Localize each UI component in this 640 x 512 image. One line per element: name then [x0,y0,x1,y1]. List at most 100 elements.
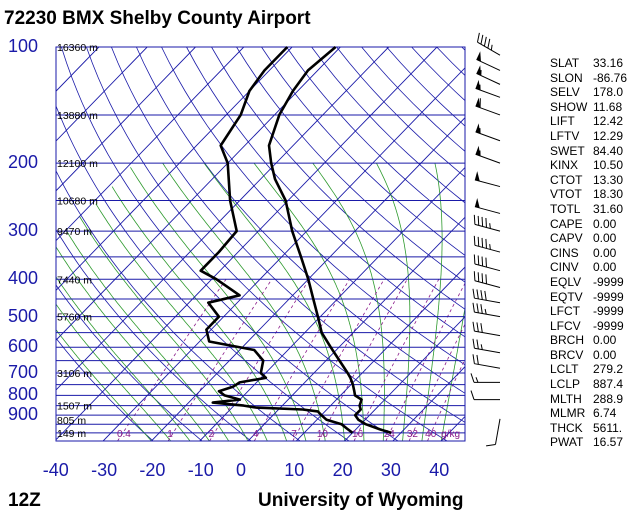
stat-key: MLMR [550,406,586,421]
stat-value: 11.68 [593,99,623,114]
stat-key: LCLP [550,377,581,392]
isotherm [247,216,465,441]
stat-key: SELV [550,85,580,100]
moist-adiabat [79,216,249,441]
mixing-ratio-label: 1 [167,429,173,440]
stat-row: SLAT 33.16 [550,56,636,71]
stat-row: CAPV 0.00 [550,231,636,246]
wind-barb-feather [480,290,483,300]
wind-barb-feather [470,390,475,400]
stat-key: KINX [550,158,579,173]
temperature-tick-label: 10 [284,460,305,480]
sounding-indices-table: SLAT 33.16 SLON -86.76 SELV 178.0 SHOW 11.68 LIF… [550,56,636,450]
wind-barb-staff [474,244,501,253]
wind-barb [472,321,501,337]
pressure-tick-label: 600 [8,336,39,357]
stat-key: BRCH [550,333,585,348]
wind-barb-half-feather [490,44,493,51]
stat-key: SHOW [550,99,588,114]
mixing-ratio-line [385,282,465,441]
stat-value: 0.00 [593,216,617,231]
isotherm [151,117,465,441]
dry-adiabat [136,47,465,394]
stat-key: MLTH [550,391,582,406]
dry-adiabat [211,47,465,310]
wind-barb-flag [476,65,481,76]
wind-barb-feather [486,443,496,447]
data-source: University of Wyoming [258,490,464,511]
wind-barb-staff [474,347,501,354]
wind-barb-feather [476,289,479,299]
wind-barb-feather [487,38,491,49]
wind-barb-feather [483,36,487,47]
wind-barb-feather [485,274,487,284]
stat-row: EQTV -9999 [550,290,636,305]
wind-barb-feather [473,214,476,225]
stat-row: KINX 10.50 [550,158,636,173]
pressure-tick-label: 200 [8,152,39,173]
stat-key: LIFT [550,114,575,129]
stat-key: SWET [550,143,585,158]
wind-barb-feather [481,216,484,227]
stat-key: CINS [550,245,579,260]
wind-barb-feather [477,255,480,266]
temperature-tick-label: -10 [187,460,214,480]
moist-adiabat [253,162,365,441]
wind-barb-feather [477,215,480,226]
stat-value: -9999 [593,304,624,319]
isotherm [344,316,465,441]
temperature-profile [267,46,392,435]
background-lines [56,47,465,441]
mixing-ratio-line [117,279,227,441]
stat-row: THCK 5611. [550,421,636,436]
stat-value: 5611. [593,420,623,435]
stat-key: LFCV [550,318,581,333]
stat-key: EQLV [550,274,582,289]
wind-barb [474,198,501,214]
isotherm [56,47,438,441]
stat-value: 12.29 [593,128,624,143]
wind-barb-flag [474,171,480,182]
mixing-ratio-line [292,279,385,441]
wind-barb-staff [474,223,501,232]
dry-adiabat [161,47,465,366]
wind-barb-feather [473,235,476,246]
wind-barb-half-feather [480,344,483,350]
height-label: 10680 m [57,196,98,208]
height-label: 16360 m [57,42,98,54]
height-label: 149 m [57,428,86,440]
stat-row: CAPE 0.00 [550,217,636,232]
moist-adiabat [95,203,268,441]
dry-adiabat [86,47,448,441]
observation-time: 12Z [8,490,41,511]
wind-barb [470,373,500,383]
wind-barb-staff [475,131,501,142]
stat-value: 84.40 [593,143,624,158]
wind-barb-staff [474,179,501,188]
wind-barb-feather [476,303,479,313]
stat-row: LIFT 12.42 [550,114,636,129]
wind-barb-staff [474,297,501,304]
stat-key: SLAT [550,56,580,70]
stat-key: EQTV [550,289,583,304]
wind-barb [472,354,501,369]
wind-barb [475,145,501,164]
isotherm [56,47,245,242]
wind-barb-feather [480,34,484,45]
stat-row: MLMR 6.74 [550,406,636,421]
height-label: 3106 m [57,368,92,380]
wind-barb-staff [474,280,501,288]
stat-key: PWAT [550,435,584,450]
dry-adiabat [56,228,252,441]
mixing-ratio-label: 2 [208,429,214,440]
wind-barb-feather [480,304,483,314]
stat-key: VTOT [550,187,582,202]
wind-barb-feather [484,290,487,301]
stat-row: LFCT -9999 [550,304,636,319]
isotherm [56,47,293,292]
wind-barb-feather [481,237,484,248]
pressure-tick-label: 300 [8,220,39,241]
wind-barb [473,214,501,232]
stat-value: 6.74 [593,406,617,421]
temperature-tick-label: -20 [139,460,166,480]
